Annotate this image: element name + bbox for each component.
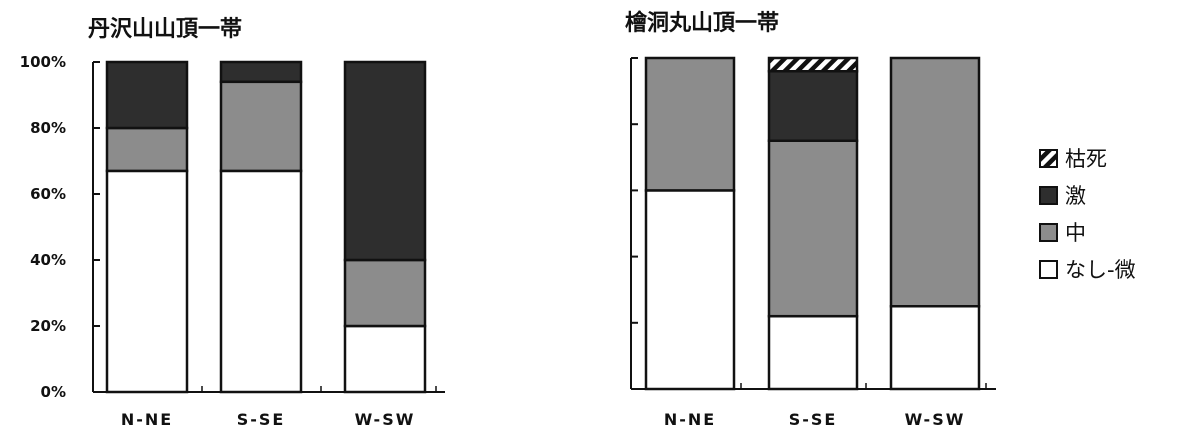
legend-item-severe: 激	[1039, 184, 1086, 208]
bar-w-sw-none-slight	[343, 324, 427, 394]
chart-title: 丹沢山山頂一帯	[88, 16, 242, 42]
bar-s-se-none-slight	[219, 169, 303, 394]
y-tick-label: 0%	[41, 383, 66, 401]
bar-w-sw-moderate	[343, 258, 427, 328]
legend-swatch	[1039, 260, 1058, 279]
y-tick-label: 60%	[30, 185, 66, 203]
bar-n-ne-severe	[105, 60, 189, 130]
category-label: W-SW	[905, 410, 966, 429]
bar-w-sw-none-slight	[889, 305, 981, 391]
legend-swatch	[1039, 149, 1058, 168]
legend-label: 激	[1065, 184, 1086, 208]
category-label: S-SE	[237, 410, 286, 429]
category-label: S-SE	[789, 410, 838, 429]
legend-item-dead: 枯死	[1039, 147, 1107, 171]
bar-s-se-severe	[219, 60, 303, 84]
bar-s-se-moderate	[767, 139, 859, 318]
legend-swatch	[1039, 186, 1058, 205]
legend-label: 中	[1065, 221, 1086, 245]
bar-n-ne-none-slight	[644, 189, 736, 391]
y-tick-label: 20%	[30, 317, 66, 335]
y-tick-label: 100%	[20, 53, 66, 71]
bar-s-se-none-slight	[767, 314, 859, 391]
legend-swatch	[1039, 223, 1058, 242]
bar-w-sw-moderate	[889, 56, 981, 308]
bar-s-se-moderate	[219, 80, 303, 173]
chart-title: 檜洞丸山頂一帯	[625, 10, 779, 36]
legend-label: なし-微	[1065, 258, 1136, 282]
y-tick-label: 40%	[30, 251, 66, 269]
legend-label: 枯死	[1065, 147, 1107, 171]
chart-panel-1: 丹沢山山頂一帯 0% 20% 40% 60% 80% 100% N-NE S-SE W-SW	[20, 16, 445, 429]
category-label: N-NE	[664, 410, 716, 429]
category-label: N-NE	[121, 410, 173, 429]
bar-n-ne-none-slight	[105, 169, 189, 394]
bar-n-ne-moderate	[644, 56, 736, 192]
bar-s-se-severe	[767, 69, 859, 142]
category-label: W-SW	[355, 410, 416, 429]
y-tick-label: 80%	[30, 119, 66, 137]
chart-panel-2: 檜洞丸山頂一帯 N-NE S-SE W-SW	[625, 10, 996, 429]
bar-w-sw-severe	[343, 60, 427, 262]
legend-item-moderate: 中	[1039, 221, 1086, 245]
legend-item-none-slight: なし-微	[1039, 258, 1136, 282]
bar-n-ne-moderate	[105, 126, 189, 173]
bar-s-se-dead	[767, 56, 859, 73]
